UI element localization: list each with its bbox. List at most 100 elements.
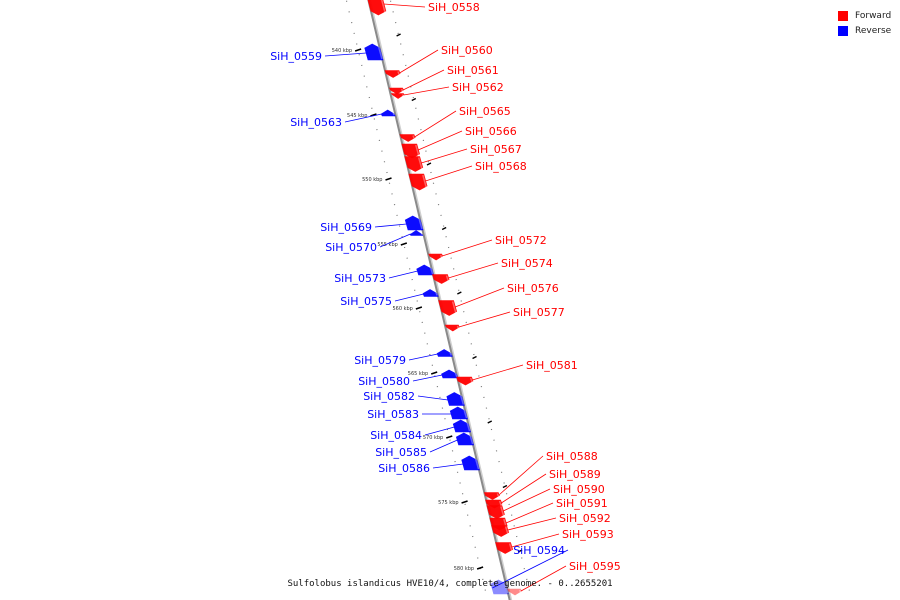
- scale-tick: [385, 177, 392, 181]
- scale-tick: [370, 113, 377, 117]
- gene-label: SiH_0585: [375, 446, 427, 459]
- gene-leader-line: [432, 463, 464, 469]
- gene-leader-line: [498, 455, 544, 496]
- gene-label: SiH_0592: [559, 512, 611, 525]
- gene-block: [364, 43, 384, 61]
- scale-tick-label: 565 kbp: [408, 371, 428, 377]
- gene-shade: [469, 435, 474, 445]
- gene-label: SiH_0582: [363, 390, 415, 403]
- gene-shade: [449, 352, 453, 356]
- gene-label: SiH_0576: [507, 282, 559, 295]
- gene-label: SiH_0563: [290, 116, 342, 129]
- scale-tick: [354, 48, 362, 52]
- gene-shade: [460, 395, 465, 405]
- gene-label: SiH_0595: [569, 560, 621, 573]
- gene-label: SiH_0584: [370, 429, 422, 442]
- gene-label: SiH_0573: [334, 272, 386, 285]
- scale-tick: [476, 566, 484, 570]
- gene-leader-line: [425, 165, 473, 182]
- gene-label: SiH_0558: [428, 1, 480, 14]
- gene-leader-line: [492, 549, 569, 589]
- gene-shade: [430, 267, 434, 275]
- gene-leader-line: [472, 364, 524, 381]
- gene-label: SiH_0575: [340, 295, 392, 308]
- genome-caption: Sulfolobus islandicus HVE10/4, complete …: [287, 579, 613, 589]
- gene-block: [432, 274, 450, 284]
- gene-block: [452, 419, 472, 433]
- scale-tick-label: 555 kbp: [377, 242, 397, 248]
- gene-block: [401, 143, 420, 159]
- gene-shade: [500, 506, 505, 516]
- minor-tick: [517, 549, 523, 553]
- gene-block: [422, 289, 439, 297]
- gene-leader-line: [507, 517, 557, 531]
- scale-tick: [461, 500, 468, 504]
- gene-block: [428, 253, 443, 261]
- minor-tick: [441, 226, 447, 231]
- gene-label: SiH_0577: [513, 306, 565, 319]
- gene-block: [444, 324, 460, 332]
- gene-block: [436, 349, 453, 357]
- minor-tick: [396, 33, 401, 37]
- gene-leader-line: [394, 293, 424, 302]
- gene-block: [449, 406, 468, 420]
- gene-shade: [377, 46, 383, 60]
- gene-leader-line: [503, 488, 551, 512]
- gene-label: SiH_0574: [501, 257, 553, 270]
- gene-block: [495, 542, 514, 554]
- gene-label: SiH_0594: [513, 544, 565, 557]
- scale-tick-label: 560 kbp: [392, 306, 412, 312]
- gene-block: [384, 70, 401, 78]
- gene-block: [438, 300, 458, 316]
- gene-block: [490, 579, 510, 595]
- gene-block: [404, 215, 424, 231]
- gene-leader-line: [505, 502, 554, 524]
- gene-leader-line: [418, 130, 463, 151]
- gene-block: [486, 505, 505, 519]
- scale-tick: [400, 242, 408, 246]
- gene-leader-line: [442, 239, 493, 257]
- gene-shade: [456, 325, 460, 329]
- legend: Forward Reverse: [838, 8, 891, 38]
- gene-leader-line: [458, 311, 511, 328]
- gene-label: SiH_0588: [546, 450, 598, 463]
- gene-block: [461, 455, 480, 471]
- legend-reverse-label: Reverse: [855, 25, 892, 36]
- gene-block: [483, 492, 500, 500]
- gene-label: SiH_0586: [378, 462, 430, 475]
- gene-shade: [401, 94, 404, 96]
- reverse-swatch: [838, 25, 848, 36]
- scale-tick: [446, 435, 453, 439]
- gene-leader-line: [429, 439, 458, 453]
- gene-block: [399, 134, 416, 142]
- gene-label: SiH_0590: [553, 483, 605, 496]
- gene-shade: [380, 0, 386, 13]
- legend-reverse: Reverse: [838, 23, 891, 38]
- gene-leader-line: [455, 287, 505, 308]
- gene-leader-line: [408, 353, 438, 361]
- gene-label: SiH_0566: [465, 125, 517, 138]
- gene-block: [409, 230, 424, 236]
- gene-label: SiH_0569: [320, 221, 372, 234]
- gene-block: [507, 588, 522, 596]
- gene-block: [390, 93, 405, 99]
- gene-leader-line: [414, 110, 457, 138]
- gene-leader-line: [417, 395, 449, 401]
- gene-shade: [422, 174, 427, 188]
- gene-block: [367, 0, 387, 16]
- gene-label: SiH_0581: [526, 359, 578, 372]
- gene-block: [380, 109, 396, 117]
- gene-leader-line: [424, 426, 455, 436]
- gene-leader-line: [421, 148, 468, 164]
- gene-label: SiH_0561: [447, 64, 499, 77]
- gene-block: [441, 369, 459, 379]
- gene-label: SiH_0583: [367, 408, 419, 421]
- gene-label: SiH_0565: [459, 105, 511, 118]
- gene-shade: [454, 372, 458, 378]
- gene-shade: [466, 422, 471, 432]
- legend-forward-label: Forward: [855, 10, 892, 21]
- gene-leader-line: [412, 374, 443, 382]
- gene-label: SiH_0580: [358, 375, 410, 388]
- gene-shade: [417, 157, 423, 169]
